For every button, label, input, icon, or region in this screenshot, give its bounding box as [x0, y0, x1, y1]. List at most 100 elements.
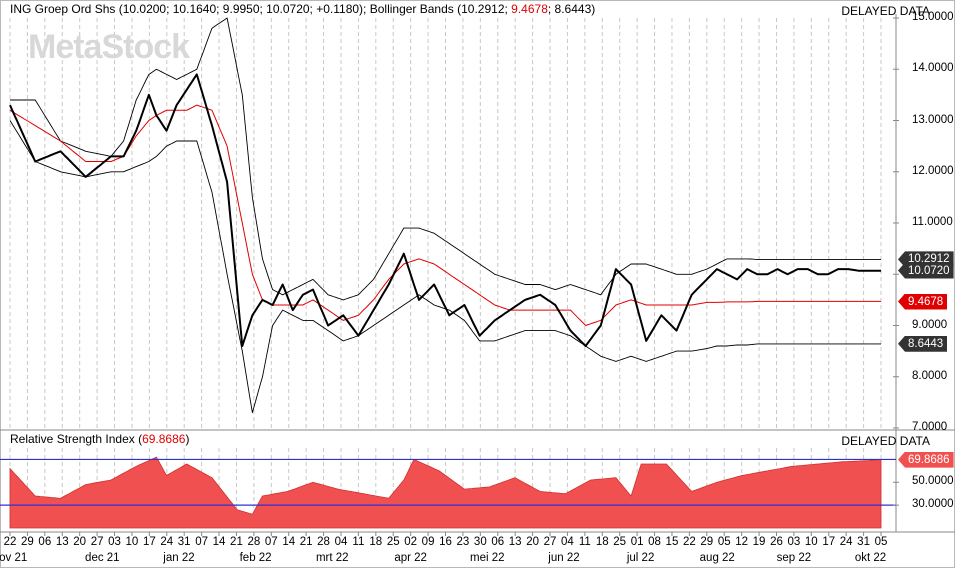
- x-day-label: 06: [491, 536, 505, 548]
- price-y-tick-label: 9.0000: [912, 318, 948, 331]
- sep: ;: [504, 2, 512, 16]
- x-day-label: 13: [55, 536, 69, 548]
- x-day-label: 08: [648, 536, 661, 548]
- x-day-label: 02: [404, 536, 418, 548]
- metastock-watermark: MetaStock: [28, 28, 190, 66]
- x-day-label: 22: [3, 536, 17, 548]
- close-badge: 10.0720: [898, 262, 954, 279]
- rsi-name: Relative Strength Index (: [10, 432, 143, 446]
- price-y-tick-label: 12.0000: [912, 164, 954, 177]
- price-y-tick-label: 7.0000: [912, 421, 948, 433]
- x-day-label: 23: [456, 536, 470, 548]
- x-day-label: 22: [682, 536, 696, 548]
- series-middle: [9, 104, 881, 326]
- rsi-y-tick-label: 50.0000: [912, 475, 954, 488]
- x-day-label: 20: [526, 536, 539, 548]
- x-day-label: 20: [73, 536, 87, 548]
- x-day-label: 29: [21, 536, 34, 548]
- x-day-label: 29: [700, 536, 714, 548]
- x-month-label: feb 22: [239, 552, 272, 564]
- bb-lower-value: 8.6443: [554, 2, 592, 16]
- x-month-label: mrt 22: [315, 552, 349, 564]
- x-day-label: 24: [839, 536, 853, 548]
- x-day-label: 18: [369, 536, 383, 548]
- x-day-label: 07: [195, 536, 208, 548]
- bb-upper-value: 10.2912: [461, 2, 505, 16]
- x-day-label: 05: [717, 536, 731, 548]
- x-day-label: 01: [630, 536, 644, 548]
- x-day-label: 30: [473, 536, 487, 548]
- x-day-label: 26: [770, 536, 783, 548]
- x-day-label: 04: [334, 536, 348, 548]
- price-y-tick-label: 15.0000: [912, 11, 954, 23]
- rsi-value-badge: 69.8686: [898, 451, 954, 468]
- delayed-data-label: DELAYED DATA: [841, 4, 930, 18]
- sep: ): [185, 432, 190, 446]
- x-day-label: 15: [665, 536, 679, 548]
- price-y-tick-label: 11.0000: [912, 216, 953, 228]
- x-day-label: 27: [90, 536, 104, 548]
- price-y-tick-label: 13.0000: [912, 113, 954, 126]
- x-day-label: 03: [108, 536, 121, 548]
- x-day-label: 05: [874, 536, 888, 548]
- price-y-tick-label: 14.0000: [912, 62, 954, 75]
- x-month-label: mei 22: [470, 552, 505, 564]
- x-day-label: 25: [613, 536, 627, 548]
- price-header: ING Groep Ord Shs (10.0200; 10.1640; 9.9…: [10, 2, 595, 16]
- x-day-label: 17: [822, 536, 836, 548]
- bb-mid-value: 9.4678: [511, 2, 548, 16]
- x-day-label: 31: [177, 536, 191, 548]
- x-month-label: jan 22: [163, 552, 195, 564]
- x-day-label: 13: [508, 536, 522, 548]
- x-day-label: 25: [386, 536, 400, 548]
- x-day-label: 10: [125, 536, 139, 548]
- x-day-label: 18: [595, 536, 609, 548]
- sep: ): [591, 2, 596, 16]
- x-day-label: 31: [857, 536, 870, 548]
- price-y-tick-label: 8.0000: [912, 369, 948, 382]
- x-day-label: 12: [735, 536, 749, 548]
- x-day-label: 28: [247, 536, 261, 548]
- instrument-name: ING Groep Ord Shs: [10, 2, 116, 16]
- x-month-label: jun 22: [548, 552, 580, 564]
- x-day-label: 14: [212, 536, 226, 548]
- x-day-label: 17: [142, 536, 156, 548]
- x-day-label: 10: [804, 536, 818, 548]
- x-day-label: 04: [561, 536, 574, 548]
- mid-band-badge: 9.4678: [898, 293, 948, 310]
- x-day-label: 19: [752, 536, 766, 548]
- rsi-delayed-data-label: DELAYED DATA: [841, 434, 930, 448]
- x-day-label: 21: [299, 536, 313, 548]
- x-day-label: 21: [230, 536, 243, 548]
- indicator-name: Bollinger Bands (: [369, 2, 462, 16]
- rsi-area: [9, 456, 882, 529]
- x-day-label: 24: [160, 536, 174, 548]
- rsi-value: 69.8686: [142, 432, 186, 446]
- x-day-label: 16: [439, 536, 452, 548]
- x-month-label: dec 21: [85, 552, 120, 564]
- x-day-label: 03: [787, 536, 801, 548]
- x-month-label: okt 22: [854, 552, 887, 564]
- x-day-label: 27: [543, 536, 557, 548]
- x-month-label: aug 22: [699, 552, 735, 564]
- series-upper: [10, 17, 881, 301]
- series-close: [9, 73, 881, 347]
- rsi-y-tick-label: 30.0000: [912, 498, 954, 511]
- ohlc-values: (10.0200; 10.1640; 9.9950; 10.0720; +0.1…: [118, 2, 367, 16]
- lower-band-badge: 8.6443: [898, 335, 948, 352]
- x-month-label: apr 22: [394, 552, 427, 564]
- rsi-header: Relative Strength Index (69.8686): [10, 432, 189, 446]
- sep: ;: [547, 2, 555, 16]
- x-day-label: 11: [578, 536, 591, 548]
- x-month-label: nov 21: [0, 552, 28, 564]
- x-day-label: 28: [317, 536, 330, 548]
- x-day-label: 06: [38, 536, 52, 548]
- x-month-label: jul 22: [626, 552, 655, 564]
- x-day-label: 07: [264, 536, 278, 548]
- x-day-label: 14: [282, 536, 296, 548]
- x-day-label: 09: [421, 536, 435, 548]
- x-month-label: sep 22: [776, 552, 812, 564]
- x-day-label: 11: [352, 536, 365, 548]
